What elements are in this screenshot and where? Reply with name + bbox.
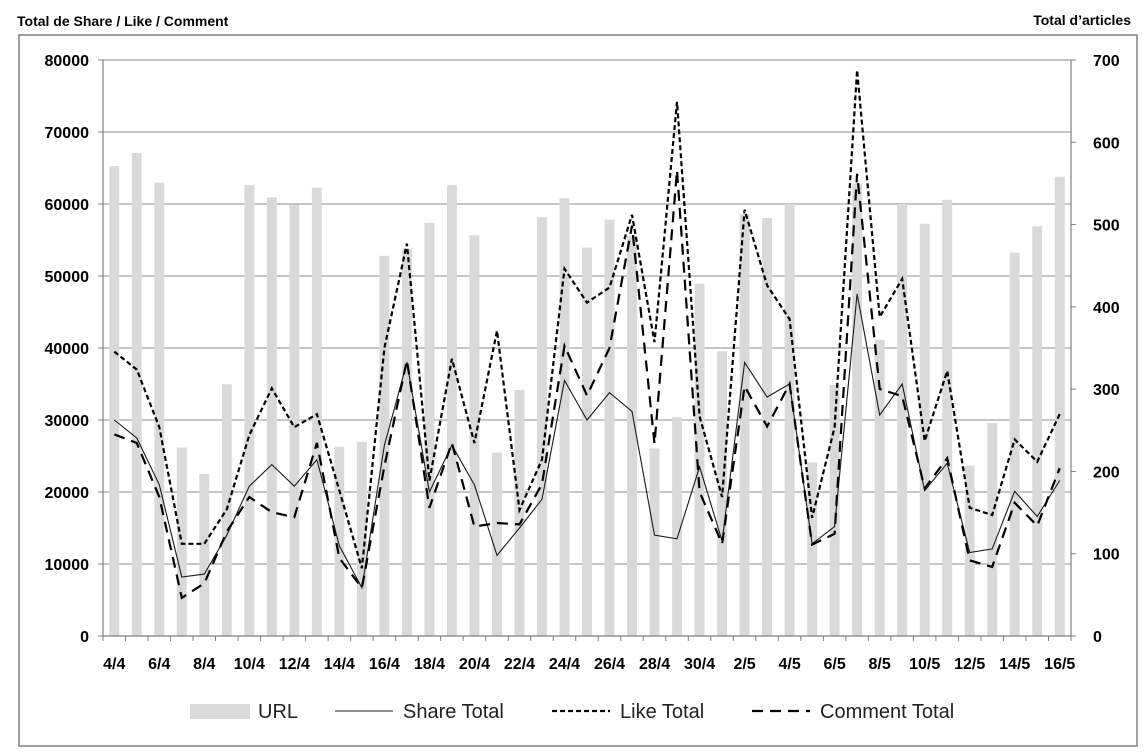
y-right-tick-label: 200 <box>1093 464 1120 481</box>
y-left-title: Total de Share / Like / Comment <box>17 13 229 29</box>
series-line-like-total <box>113 69 1061 569</box>
x-tick-label: 30/4 <box>684 656 715 673</box>
y-left-tick-label: 40000 <box>45 341 90 358</box>
bar-url <box>244 185 255 636</box>
x-tick-label: 2/5 <box>733 656 755 673</box>
y-left-tick-label: 80000 <box>45 53 90 70</box>
x-tick-label: 18/4 <box>414 656 445 673</box>
bar-url <box>514 389 525 636</box>
x-tick-label: 6/5 <box>824 656 846 673</box>
bar-url <box>1009 252 1020 636</box>
bar-url <box>582 247 592 636</box>
bar-url <box>852 183 863 636</box>
legend-label: Share Total <box>403 701 504 723</box>
x-tick-label: 14/4 <box>324 656 355 673</box>
y-left-tick-label: 20000 <box>45 485 90 502</box>
legend-label: Comment Total <box>820 701 954 723</box>
x-tick-label: 22/4 <box>504 656 535 673</box>
bar-url <box>176 447 187 636</box>
bar-url <box>627 236 637 636</box>
legend-label: Like Total <box>620 701 704 723</box>
y-left-tick-label: 10000 <box>45 557 90 574</box>
bar-url <box>1054 176 1065 637</box>
bar-url <box>469 235 480 637</box>
bar-url <box>649 448 660 636</box>
y-right-tick-label: 600 <box>1093 135 1120 152</box>
x-tick-label: 8/5 <box>869 656 891 673</box>
bar-url <box>154 182 165 636</box>
series-line-share-total <box>113 293 1061 590</box>
bar-url <box>604 219 615 637</box>
series-lines <box>113 69 1061 600</box>
x-tick-label: 10/5 <box>909 656 940 673</box>
axes <box>98 59 1076 641</box>
legend-swatch-url <box>190 704 250 719</box>
y-right-tick-label: 300 <box>1093 382 1120 399</box>
x-tick-label: 12/4 <box>279 656 310 673</box>
x-tick-label: 16/5 <box>1044 656 1075 673</box>
y-left-tick-label: 60000 <box>45 197 90 214</box>
y-left-tick-label: 50000 <box>45 269 90 286</box>
bar-url <box>897 204 908 636</box>
x-tick-label: 16/4 <box>369 656 400 673</box>
url-bars <box>109 152 1065 637</box>
x-tick-label: 26/4 <box>594 656 625 673</box>
y-right-tick-label: 100 <box>1093 547 1120 564</box>
bar-url <box>311 187 322 637</box>
y-right-title: Total d’articles <box>1033 12 1131 28</box>
legend-label: URL <box>258 701 298 723</box>
bar-url <box>424 222 435 636</box>
x-tick-label: 8/4 <box>193 656 215 673</box>
y-left-tick-label: 0 <box>80 629 89 646</box>
bar-url <box>289 204 300 636</box>
x-tick-label: 6/4 <box>148 656 170 673</box>
bar-url <box>559 198 570 637</box>
bar-url <box>492 452 502 636</box>
bar-url <box>131 152 142 637</box>
bar-url <box>537 217 547 636</box>
x-tick-label: 28/4 <box>639 656 670 673</box>
bar-url <box>694 283 705 636</box>
y-right-tick-label: 700 <box>1093 53 1120 70</box>
y-right-tick-label: 400 <box>1093 300 1120 317</box>
bar-url <box>919 223 930 636</box>
bar-url <box>784 204 795 636</box>
bar-url <box>266 197 277 636</box>
x-tick-label: 24/4 <box>549 656 580 673</box>
bar-url <box>334 446 345 636</box>
y-left-tick-labels: 0 10000 20000 30000 40000 50000 60000 70000 8000… <box>45 53 90 646</box>
x-tick-label: 12/5 <box>954 656 985 673</box>
bar-url <box>109 166 120 637</box>
bar-url <box>672 417 682 636</box>
x-tick-labels: 4/4 6/4 8/4 10/4 12/4 14/4 16/4 18/4 20/4 22/4 24/… <box>103 656 1075 673</box>
bar-url <box>401 248 412 637</box>
x-tick-label: 4/4 <box>103 656 125 673</box>
bar-url <box>739 213 750 637</box>
bar-url <box>199 473 210 636</box>
y-right-tick-label: 500 <box>1093 218 1120 235</box>
bar-url <box>942 199 953 636</box>
bar-url <box>829 385 840 636</box>
x-tick-label: 14/5 <box>999 656 1030 673</box>
bar-url <box>807 462 818 636</box>
bar-url <box>356 441 367 636</box>
bar-url <box>874 339 885 636</box>
x-tick-label: 10/4 <box>234 656 265 673</box>
bar-url <box>987 422 998 636</box>
y-right-tick-label: 0 <box>1093 629 1102 646</box>
x-tick-label: 20/4 <box>459 656 490 673</box>
y-right-tick-labels: 0 100 200 300 400 500 600 700 <box>1093 53 1120 646</box>
bar-url <box>1032 226 1043 636</box>
y-left-tick-label: 30000 <box>45 413 90 430</box>
y-left-tick-label: 70000 <box>45 125 90 142</box>
chart-frame <box>18 34 1138 747</box>
legend: URL Share Total Like Total Comment Total <box>190 701 954 723</box>
x-tick-label: 4/5 <box>778 656 800 673</box>
bar-url <box>446 185 457 636</box>
